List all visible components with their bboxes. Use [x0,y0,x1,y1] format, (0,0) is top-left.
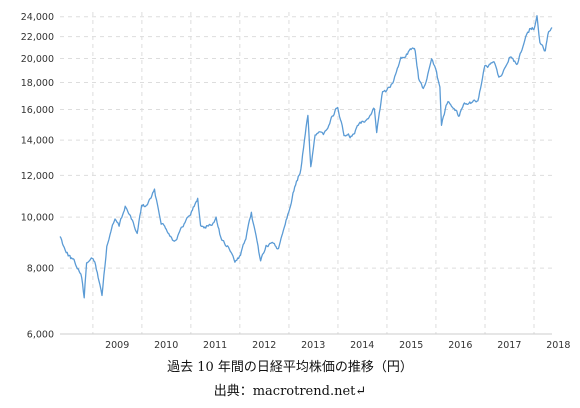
source-caption: 出典：macrotrend.net↵ [213,384,367,399]
x-tick-label: 2017 [497,340,521,350]
x-tick-label: 2015 [399,340,423,350]
y-tick-label: 10,000 [21,213,54,224]
x-tick-label: 2018 [546,340,570,350]
nikkei-line-chart: 6,000 8,000 10,000 12,000 14,000 16,000 18,000… [21,12,570,350]
x-axis-tick-labels: 2009 2010 2011 2012 2013 2014 2015 2016 2017 2018 [105,340,570,350]
x-tick-label: 2009 [105,340,129,350]
x-tick-label: 2011 [203,340,227,350]
y-tick-label: 18,000 [21,78,54,89]
grid-lines [60,12,552,335]
y-tick-label: 16,000 [21,105,54,116]
x-tick-label: 2016 [448,340,472,350]
x-tick-label: 2013 [301,340,325,350]
x-tick-label: 2012 [252,340,276,350]
y-tick-label: 20,000 [21,54,54,65]
y-axis-tick-labels: 6,000 8,000 10,000 12,000 14,000 16,000 18,000… [21,12,54,340]
x-tick-label: 2010 [154,340,178,350]
y-tick-label: 24,000 [21,12,54,23]
y-tick-label: 12,000 [21,171,54,182]
y-tick-label: 8,000 [27,264,54,275]
chart-caption: 過去 10 年間の日経平均株価の推移（円） [167,360,413,375]
y-tick-label: 14,000 [21,136,54,147]
y-tick-label: 6,000 [27,330,54,341]
x-tick-label: 2014 [350,340,374,350]
y-tick-label: 22,000 [21,32,54,43]
price-line [59,15,553,299]
